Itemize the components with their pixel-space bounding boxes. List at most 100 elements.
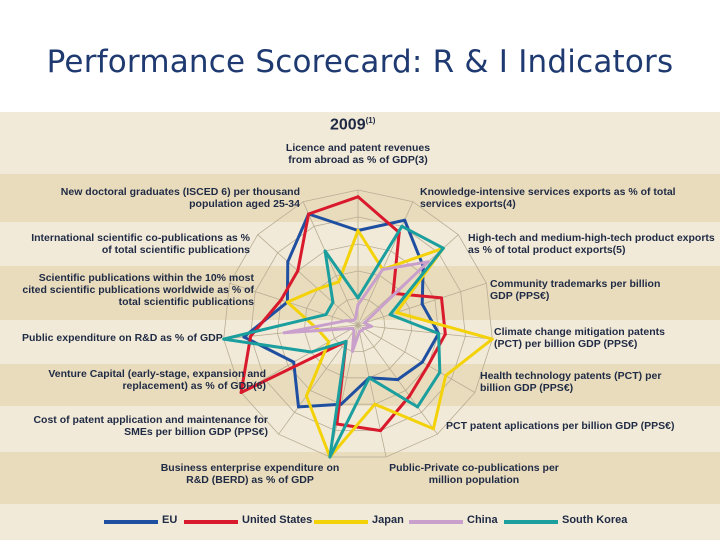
background-band	[0, 452, 720, 504]
chart-legend: EU United States Japan China South Korea	[104, 514, 644, 534]
axis-label-4: Climate change mitigation patents (PCT) …	[494, 326, 665, 350]
axis-label-11: Public expenditure on R&D as % of GDP	[22, 332, 223, 344]
data-point-united-states	[408, 394, 412, 398]
data-point-japan	[356, 229, 360, 232]
series-line-china	[282, 260, 430, 353]
data-point-eu	[420, 302, 424, 306]
data-point-china	[362, 321, 366, 325]
series-line-united-states	[239, 195, 447, 433]
data-point-south-korea	[388, 313, 392, 317]
data-point-eu	[403, 218, 407, 222]
series-line-japan	[285, 229, 494, 459]
axis-label-6: PCT patent aplications per billion GDP (…	[446, 420, 675, 432]
data-point-china	[362, 326, 366, 330]
series-line-south-korea	[222, 224, 445, 459]
data-point-south-korea	[441, 246, 445, 250]
radar-spoke	[257, 234, 359, 326]
data-point-south-korea	[356, 296, 360, 300]
data-point-china	[381, 268, 385, 271]
axis-label-7: Public-Private co-publications per milli…	[389, 462, 559, 486]
data-point-south-korea	[222, 337, 226, 341]
axis-label-13: International scientific co-publications…	[31, 232, 250, 256]
data-point-japan	[431, 427, 435, 431]
radar-figure: 2009(1) Licence and patent revenues from…	[0, 112, 720, 540]
data-point-china	[360, 329, 364, 332]
data-point-eu	[297, 405, 300, 409]
radar-spoke	[357, 324, 387, 458]
data-point-united-states	[296, 269, 300, 273]
data-point-eu	[242, 335, 246, 339]
data-point-united-states	[239, 391, 243, 394]
axis-label-12: Scientific publications within the 10% m…	[22, 272, 254, 308]
radar-grid-ring	[223, 189, 493, 458]
legend-swatch	[504, 520, 558, 524]
radar-grid-ring	[250, 216, 466, 432]
chart-title: 2009(1)	[330, 116, 376, 134]
legend-swatch	[409, 520, 463, 524]
axis-label-2: High-tech and medium-high-tech product e…	[468, 232, 715, 256]
axis-label-10: Venture Capital (early-stage, expansion …	[48, 368, 266, 392]
data-point-japan	[285, 300, 289, 304]
data-point-united-states	[307, 212, 311, 216]
data-point-china	[343, 319, 347, 323]
data-point-south-korea	[309, 350, 313, 354]
data-point-united-states	[249, 334, 253, 338]
data-point-china	[369, 324, 373, 328]
axis-label-5: Health technology patents (PCT) per bill…	[480, 370, 662, 394]
data-point-japan	[304, 394, 308, 398]
data-point-south-korea	[324, 313, 328, 317]
radar-spoke	[357, 201, 414, 326]
data-point-china	[282, 331, 286, 335]
data-point-united-states	[440, 296, 443, 300]
data-point-japan	[490, 337, 494, 341]
data-point-south-korea	[328, 455, 332, 459]
radar-chart	[222, 189, 494, 459]
radar-spoke	[240, 324, 359, 393]
data-point-united-states	[443, 332, 447, 336]
series-line-eu	[242, 212, 441, 409]
data-point-japan	[395, 311, 398, 314]
data-point-united-states	[356, 195, 360, 199]
data-point-japan	[337, 280, 341, 284]
data-point-eu	[396, 378, 400, 382]
axis-label-14: New doctoral graduates (ISCED 6) per tho…	[60, 186, 300, 210]
axis-label-8: Business enterprise expenditure on R&D (…	[160, 462, 340, 486]
data-point-south-korea	[331, 300, 335, 304]
data-point-china	[350, 349, 354, 353]
data-point-japan	[444, 374, 448, 378]
data-point-china	[352, 329, 356, 332]
data-point-china	[351, 319, 355, 322]
data-point-japan	[327, 340, 331, 344]
axis-label-9: Cost of patent application and maintenan…	[33, 414, 268, 438]
legend-swatch	[314, 520, 368, 524]
data-point-china	[357, 330, 361, 334]
data-point-eu	[286, 260, 290, 264]
data-point-china	[426, 260, 430, 264]
legend-swatch	[184, 520, 238, 524]
data-point-china	[350, 326, 354, 330]
data-point-united-states	[426, 364, 430, 367]
axis-label-0: Licence and patent revenues from abroad …	[285, 142, 431, 166]
radar-spoke	[229, 282, 359, 326]
data-point-china	[353, 317, 357, 321]
data-point-south-korea	[344, 339, 348, 343]
data-point-united-states	[379, 429, 382, 433]
data-point-eu	[420, 360, 424, 364]
data-point-japan	[373, 402, 377, 406]
legend-swatch	[104, 520, 158, 524]
data-point-china	[356, 303, 360, 307]
data-point-south-korea	[437, 332, 441, 335]
axis-label-3: Community trademarks per billion GDP (PP…	[490, 278, 661, 302]
radar-grid-ring	[330, 297, 386, 352]
data-point-eu	[292, 360, 296, 364]
slide-title: Performance Scorecard: R & I Indicators	[46, 44, 674, 80]
data-point-japan	[316, 287, 320, 291]
data-point-south-korea	[438, 370, 442, 374]
data-point-south-korea	[400, 224, 404, 228]
radar-spoke	[357, 324, 476, 393]
radar-spoke	[357, 324, 493, 340]
radar-series	[222, 195, 494, 459]
data-point-south-korea	[323, 249, 327, 253]
axis-label-1: Knowledge-intensive services exports as …	[420, 186, 676, 210]
data-point-united-states	[279, 298, 283, 302]
